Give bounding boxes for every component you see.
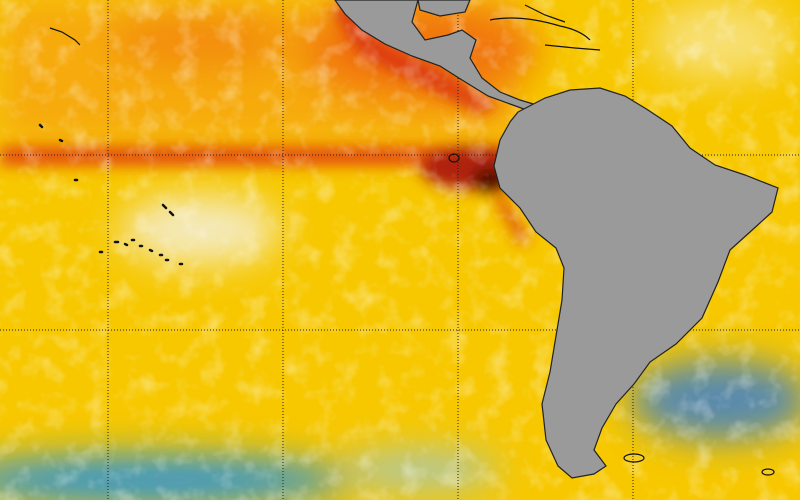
island <box>489 17 591 41</box>
island <box>417 0 471 17</box>
south-america <box>493 87 779 479</box>
island <box>544 44 601 51</box>
atolls <box>38 123 184 266</box>
land <box>334 0 779 479</box>
island <box>761 468 775 476</box>
island <box>524 4 566 23</box>
island <box>623 453 645 463</box>
island <box>448 153 460 163</box>
north-america <box>334 0 542 113</box>
island <box>49 27 81 46</box>
islands <box>38 4 775 476</box>
